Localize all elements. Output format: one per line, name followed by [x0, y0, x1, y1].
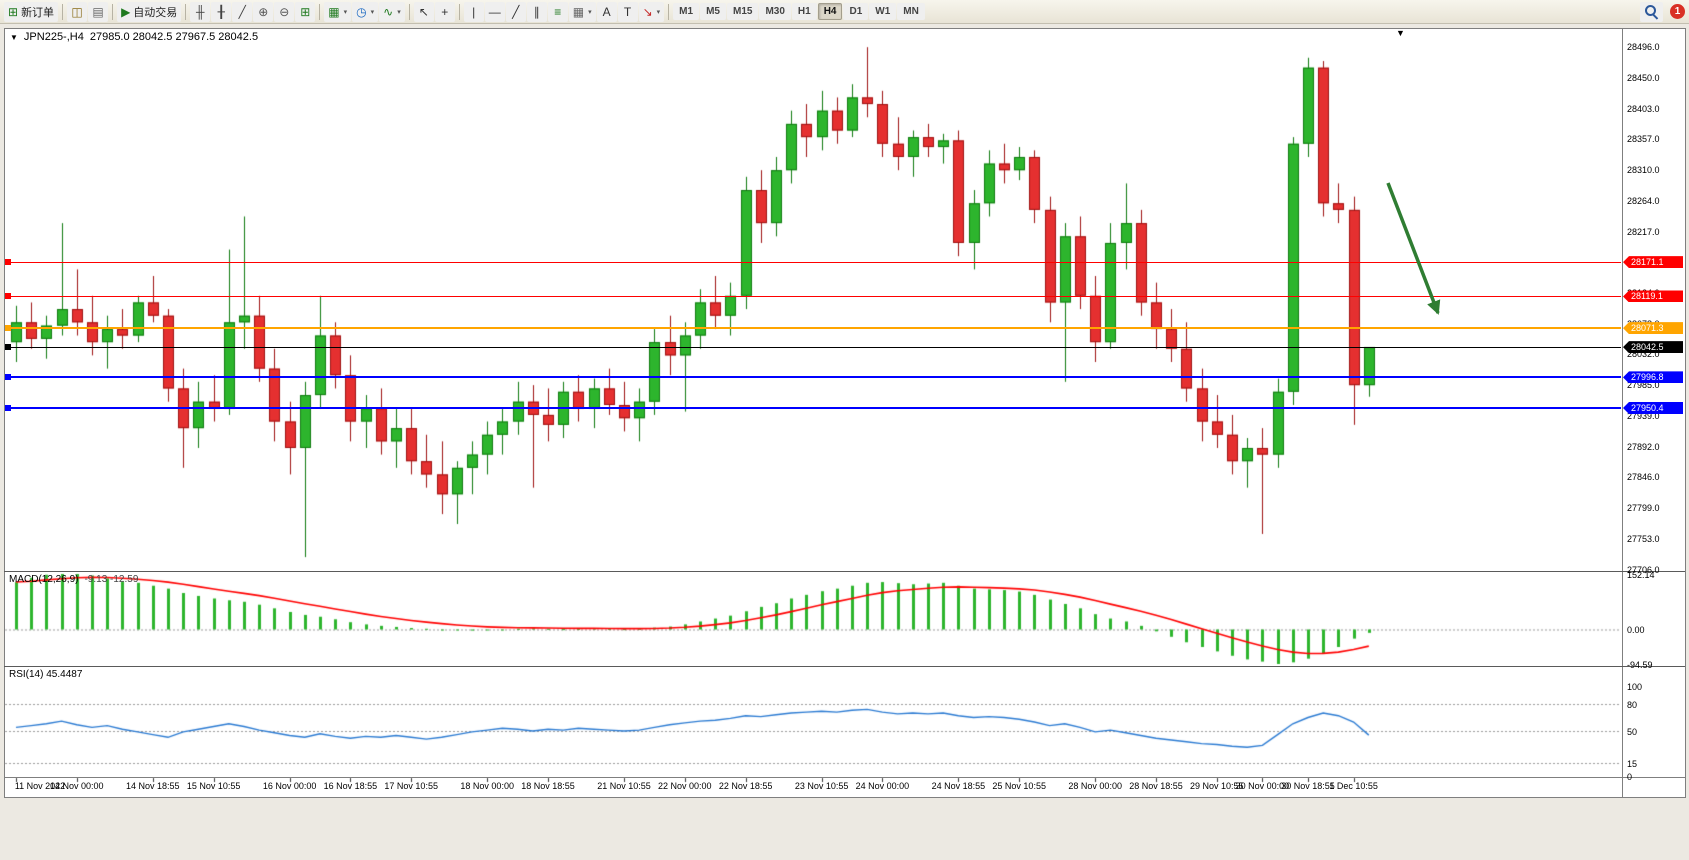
time-axis-label: 25 Nov 10:55	[992, 781, 1046, 791]
price-axis-label: 28217.0	[1627, 226, 1660, 237]
macd-axis-label: 0.00	[1627, 625, 1645, 636]
time-axis-label: 1 Dec 10:55	[1329, 781, 1378, 791]
support-line-2[interactable]	[5, 407, 1621, 410]
panel-separator-rsi[interactable]	[4, 666, 1685, 667]
panel-separator-macd[interactable]	[4, 571, 1685, 572]
support-line-1[interactable]	[5, 376, 1621, 379]
price-axis-label: 27939.0	[1627, 410, 1660, 421]
price-axis-label: 27846.0	[1627, 472, 1660, 483]
rsi-axis-label: 15	[1627, 758, 1638, 769]
time-axis-label: 18 Nov 00:00	[460, 781, 514, 791]
rsi-axis-label: 50	[1627, 727, 1638, 737]
price-axis-label: 27892.0	[1627, 441, 1660, 452]
symbol-period-label: JPN225-,H4	[23, 31, 84, 43]
price-axis-label: 27706.0	[1627, 564, 1660, 575]
time-axis-label: 17 Nov 10:55	[384, 781, 438, 791]
price-axis-label: 28357.0	[1627, 134, 1660, 145]
price-axis-separator	[1622, 28, 1623, 797]
price-axis-label: 27753.0	[1627, 533, 1660, 544]
time-axis-label: 22 Nov 18:55	[718, 781, 773, 791]
current-price-line[interactable]	[5, 346, 1621, 348]
time-axis-label: 24 Nov 18:55	[931, 781, 986, 791]
price-axis-label: 28310.0	[1627, 165, 1660, 176]
time-axis-label: 14 Nov 18:55	[126, 781, 180, 791]
current-price-line-price-badge: 28042.5	[1623, 341, 1683, 354]
ohlc-values: 27985.0 28042.5 27967.5 28042.5	[89, 31, 259, 43]
time-axis-label: 28 Nov 00:00	[1068, 781, 1122, 791]
macd-axis-label: -94.59	[1627, 660, 1653, 670]
rsi-name: RSI(14) 45.4487	[9, 669, 83, 680]
time-axis-label: 21 Nov 10:55	[597, 781, 651, 791]
time-axis-label: 30 Nov 18:55	[1281, 781, 1335, 791]
trend-arrow-annotation[interactable]	[1380, 175, 1460, 335]
price-axis-label: 28496.0	[1627, 42, 1660, 53]
resistance-line-2-price-badge: 28119.1	[1623, 290, 1683, 303]
time-axis-label: 15 Nov 10:55	[186, 781, 241, 791]
price-axis-label: 28403.0	[1627, 103, 1660, 114]
rsi-axis-label: 0	[1627, 772, 1633, 782]
time-axis-label: 24 Nov 00:00	[855, 781, 910, 791]
time-axis-label: 23 Nov 10:55	[794, 781, 849, 791]
time-axis-label: 29 Nov 10:55	[1190, 781, 1244, 791]
price-axis-label: 28450.0	[1627, 72, 1660, 83]
support-line-1-price-badge: 27996.8	[1623, 371, 1683, 384]
rsi-axis-label: 100	[1627, 682, 1643, 692]
pivot-line-price-badge: 28071.3	[1623, 322, 1683, 335]
pivot-line[interactable]	[5, 327, 1621, 330]
price-axis-label: 27799.0	[1627, 503, 1660, 514]
resistance-line-1[interactable]	[5, 261, 1621, 263]
time-axis-label: 16 Nov 18:55	[323, 781, 378, 791]
chart-menu-arrow-icon[interactable]: ▼	[10, 32, 18, 42]
resistance-line-2[interactable]	[5, 295, 1621, 297]
time-axis-label: 22 Nov 00:00	[658, 781, 712, 791]
price-axis-label: 28264.0	[1627, 195, 1660, 206]
price-shift-marker-icon[interactable]: ▼	[1396, 28, 1405, 38]
macd-name: MACD(12,26,9)	[9, 574, 79, 585]
macd-values: -9.13 -12.59	[84, 574, 139, 585]
price-axis-label: 27985.0	[1627, 380, 1660, 391]
rsi-label: RSI(14) 45.4487	[9, 669, 82, 680]
macd-axis-label: 152.14	[1627, 570, 1655, 580]
time-axis-label: 14 Nov 00:00	[50, 781, 104, 791]
time-axis-separator	[4, 777, 1685, 778]
price-axis-label: 28032.0	[1627, 349, 1660, 360]
rsi-axis-label: 80	[1627, 700, 1638, 710]
resistance-line-1-price-badge: 28171.1	[1623, 256, 1683, 269]
chart-title: ▼ JPN225-,H4 27985.0 28042.5 27967.5 280…	[10, 31, 258, 43]
time-axis-label: 11 Nov 2022	[14, 781, 66, 791]
macd-label: MACD(12,26,9) -9.13 -12.59	[9, 574, 138, 585]
time-axis-label: 30 Nov 00:00	[1235, 781, 1290, 791]
time-axis-label: 16 Nov 00:00	[262, 781, 317, 791]
support-line-2-price-badge: 27950.4	[1623, 402, 1683, 415]
time-axis-label: 18 Nov 18:55	[521, 781, 575, 791]
time-axis-label: 28 Nov 18:55	[1129, 781, 1183, 791]
